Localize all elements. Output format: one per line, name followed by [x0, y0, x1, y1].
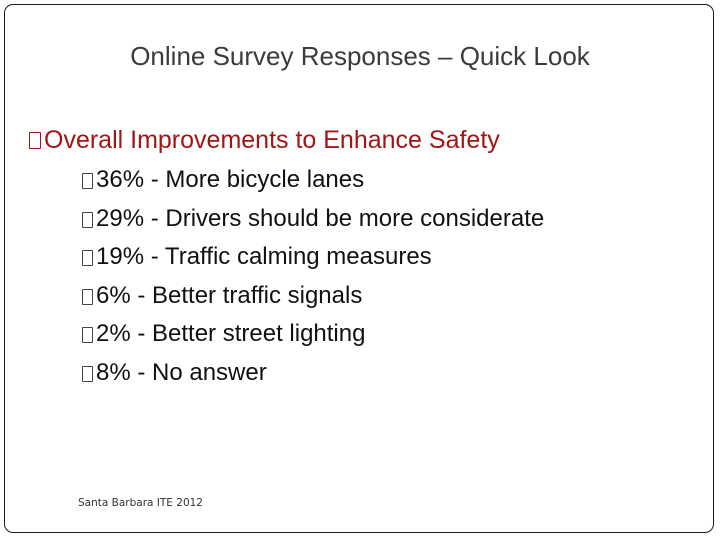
square-bullet-icon: [29, 132, 41, 149]
square-bullet-icon: [82, 250, 93, 267]
square-bullet-icon: [82, 288, 93, 305]
list-item-label: 6% - Better traffic signals: [96, 281, 363, 309]
list-item: 2% - Better street lighting: [82, 315, 544, 354]
section-heading-text: Overall Improvements to Enhance Safety: [44, 126, 500, 154]
list-item-label: 36% - More bicycle lanes: [96, 166, 365, 193]
list-item: 8% - No answer: [82, 354, 544, 393]
response-list: 36% - More bicycle lanes 29% - Drivers s…: [82, 161, 544, 392]
list-item: 6% - Better traffic signals: [82, 277, 544, 316]
square-bullet-icon: [82, 327, 93, 344]
section-heading: Overall Improvements to Enhance Safety: [29, 126, 500, 155]
square-bullet-icon: [82, 365, 93, 382]
list-item: 36% - More bicycle lanes: [82, 161, 544, 200]
slide-footer: Santa Barbara ITE 2012: [78, 497, 203, 509]
list-item-label: 19% - Traffic calming measures: [96, 243, 432, 270]
slide-title: Online Survey Responses – Quick Look: [130, 41, 590, 71]
list-item-label: 2% - Better street lighting: [96, 320, 366, 347]
list-item: 19% - Traffic calming measures: [82, 238, 544, 277]
list-item-label: 29% - Drivers should be more considerate: [96, 204, 545, 232]
square-bullet-icon: [82, 211, 93, 228]
list-item-label: 8% - No answer: [96, 358, 267, 386]
slide-frame: Online Survey Responses – Quick Look Ove…: [4, 4, 714, 533]
square-bullet-icon: [82, 173, 93, 190]
list-item: 29% - Drivers should be more considerate: [82, 200, 544, 239]
